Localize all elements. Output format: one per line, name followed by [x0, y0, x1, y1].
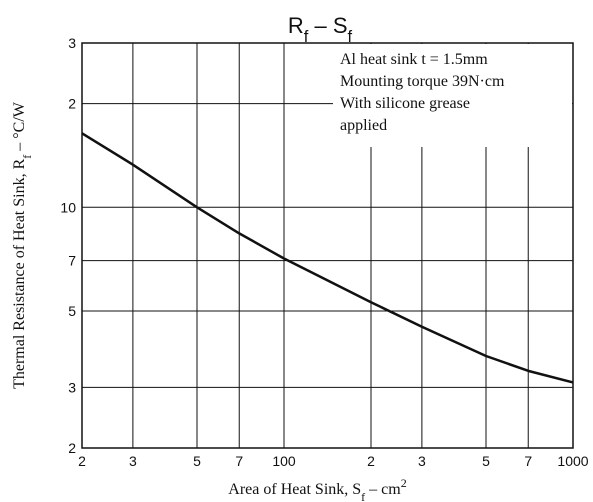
x-axis-label-part: Area of Heat Sink, S — [228, 481, 361, 498]
annotation: applied — [340, 117, 387, 134]
chart-title-part: f — [304, 28, 309, 46]
x-tick-label: 2 — [78, 453, 86, 469]
y-tick-label: 10 — [60, 199, 76, 215]
y-tick-label: 2 — [68, 440, 76, 456]
x-tick-label: 7 — [235, 453, 243, 469]
x-tick-label: 5 — [193, 453, 201, 469]
chart-title-part: R — [288, 13, 304, 38]
y-tick-label: 5 — [68, 303, 76, 319]
chart-title-part: f — [348, 28, 353, 46]
x-tick-label: 2 — [367, 453, 375, 469]
x-axis-label-part: – cm — [365, 481, 401, 498]
y-axis-label-part: f — [20, 155, 34, 159]
chart-title: Rf – Sf — [288, 13, 353, 46]
x-axis-label-part: 2 — [401, 476, 407, 490]
x-axis-label: Area of Heat Sink, Sf – cm2 — [228, 476, 406, 502]
data-line — [81, 132, 574, 384]
y-tick-label: 3 — [68, 35, 76, 51]
y-axis-label-part: Thermal Resistance of Heat Sink, R — [11, 158, 28, 388]
x-tick-label: 7 — [524, 453, 532, 469]
x-tick-label: 100 — [272, 453, 296, 469]
annotation: Mounting torque 39N·cm — [340, 73, 505, 90]
annotation: Al heat sink t = 1.5mm — [340, 51, 488, 68]
annotation-box — [333, 44, 572, 147]
y-axis-label: Thermal Resistance of Heat Sink, Rf – °C… — [11, 101, 34, 389]
plot-frame — [81, 42, 574, 449]
x-tick-label: 3 — [129, 453, 137, 469]
y-tick-label: 2 — [68, 96, 76, 112]
y-axis-label-part: – °C/W — [11, 101, 28, 155]
chart-title-part: – S — [308, 13, 347, 38]
x-tick-label: 5 — [482, 453, 490, 469]
x-tick-label: 3 — [418, 453, 426, 469]
annotation: With silicone grease — [340, 95, 470, 112]
y-tick-label: 3 — [68, 379, 76, 395]
y-tick-label: 7 — [68, 253, 76, 269]
x-axis-label-part: f — [361, 490, 365, 502]
x-tick-label: 1000 — [557, 453, 588, 469]
